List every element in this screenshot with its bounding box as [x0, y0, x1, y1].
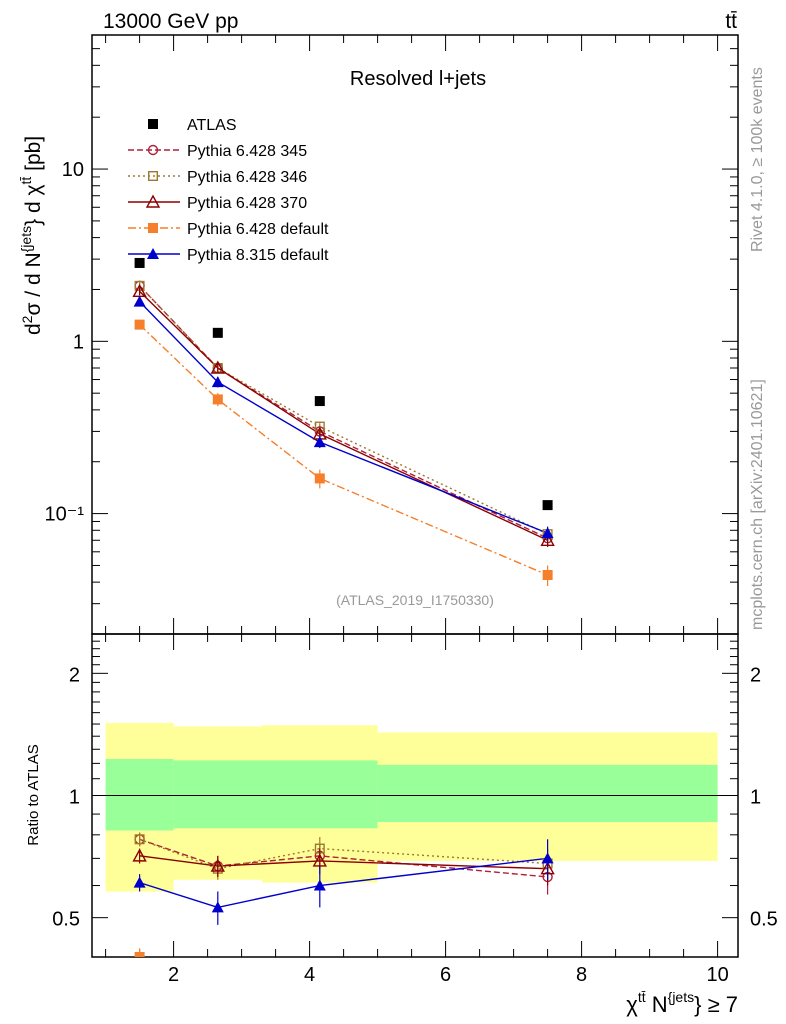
ratio-data-point	[210, 858, 225, 872]
ratio-inner-band	[173, 760, 262, 829]
ratio-series-lines	[139, 838, 548, 957]
main-series-line	[139, 285, 548, 539]
ratio-y-axis-label: Ratio to ATLAS	[25, 744, 42, 845]
main-data-point	[212, 394, 223, 405]
ratio-inner-band	[377, 764, 718, 823]
ratio-data-point	[313, 879, 326, 891]
ratio-series-line	[139, 956, 144, 957]
x-tick-label: 6	[440, 964, 451, 986]
main-y-tick-label: 10⁻¹	[45, 504, 85, 526]
ratio-y-tick-label: 1	[69, 787, 80, 809]
ratio-y-tick-label-right: 2	[750, 664, 761, 686]
main-data-point	[314, 396, 325, 407]
main-y-tick-label: 1	[73, 331, 84, 353]
ratio-y-tick-label-right: 0.5	[750, 909, 778, 931]
legend-marker	[147, 170, 158, 181]
ratio-data-point	[541, 852, 554, 864]
legend-label: Pythia 6.428 345	[187, 143, 307, 160]
main-series-lines	[139, 285, 548, 576]
main-data-point	[541, 527, 554, 539]
process-label: tt̄	[725, 10, 737, 33]
main-series-line	[139, 324, 548, 576]
legend-label: Pythia 6.428 370	[187, 195, 307, 212]
legend-marker	[145, 194, 161, 208]
ratio-data-point	[133, 876, 146, 888]
x-tick-label: 4	[304, 964, 315, 986]
legend-marker	[148, 119, 158, 129]
legend-label: ATLAS	[187, 117, 237, 134]
ratio-inner-band	[262, 760, 378, 829]
ratio-data-point	[134, 952, 145, 957]
main-data-point	[134, 257, 145, 268]
ratio-series-line	[139, 855, 548, 870]
main-data-marks	[132, 257, 555, 586]
main-data-point	[210, 360, 225, 374]
main-data-point	[540, 532, 555, 546]
ratio-data-point	[312, 853, 327, 867]
ratio-data-point	[134, 834, 145, 845]
legend-label: Pythia 6.428 346	[187, 169, 307, 186]
ratio-uncertainty-bands	[105, 722, 718, 892]
energy-label: 13000 GeV pp	[103, 10, 238, 33]
ratio-y-tick-label-right: 1	[750, 787, 761, 809]
legend-marker	[147, 144, 159, 156]
ratio-series-line	[139, 857, 548, 909]
ratio-series-line	[139, 838, 548, 870]
ratio-data-point	[213, 966, 223, 976]
main-data-point	[313, 436, 326, 448]
ratio-data-marks	[132, 832, 555, 976]
main-title: Resolved l+jets	[350, 68, 486, 90]
main-y-axis-label: d2σ / d N{jets} d χtt̄ [pb]	[18, 136, 45, 335]
ratio-data-point	[132, 848, 147, 862]
x-tick-label: 8	[576, 964, 587, 986]
watermark: (ATLAS_2019_I1750330)	[336, 592, 494, 608]
main-data-point	[212, 327, 223, 338]
legend-marker	[148, 223, 158, 233]
ratio-panel: 2 2 1 1 0.5 0.5 2 4 6 8 10	[52, 633, 778, 986]
ratio-y-tick-label: 0.5	[52, 909, 80, 931]
x-tick-label: 10	[706, 964, 728, 986]
legend-label: Pythia 6.428 default	[187, 221, 329, 238]
main-series-line	[139, 290, 548, 541]
mcplots-label: mcplots.cern.ch [arXiv:2401.10621]	[749, 379, 766, 630]
main-data-point	[133, 295, 146, 307]
legend-label: Pythia 8.315 default	[187, 247, 329, 264]
ratio-inner-band	[105, 759, 174, 831]
ratio-data-point	[211, 901, 224, 913]
ratio-y-tick-label: 2	[69, 664, 80, 686]
main-series-line	[139, 301, 548, 534]
main-data-point	[314, 473, 325, 484]
main-data-point	[542, 570, 553, 581]
rivet-version-label: Rivet 4.1.0, ≥ 100k events	[749, 67, 766, 252]
x-tick-label: 2	[168, 964, 179, 986]
legend: ATLAS Pythia 6.428 345 Pythia 6.428 346 Pyt…	[128, 117, 329, 264]
main-series-line	[139, 285, 548, 535]
main-data-point	[211, 376, 224, 388]
ratio-series-line	[139, 838, 548, 878]
x-axis-label: χtt̄ N{jets} ≥ 7	[626, 989, 738, 1017]
main-y-tick-label: 10	[62, 159, 84, 181]
main-data-point	[134, 319, 145, 330]
legend-marker	[147, 248, 159, 259]
main-data-point	[542, 500, 553, 511]
